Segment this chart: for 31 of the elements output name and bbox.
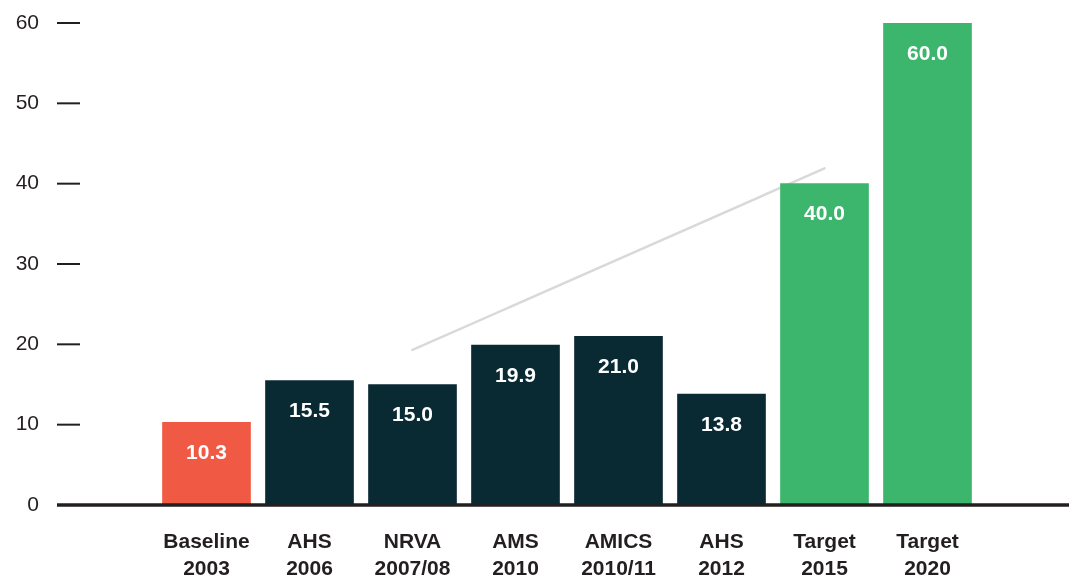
data-label: 19.9 bbox=[495, 362, 536, 386]
x-tick-label: AMS 2010 bbox=[492, 529, 539, 578]
x-tick-label: NRVA 2007/08 bbox=[374, 529, 451, 578]
y-tick-label: 60 bbox=[15, 9, 39, 33]
bar bbox=[368, 384, 457, 505]
y-tick-label: 50 bbox=[15, 90, 39, 114]
y-tick-label: 30 bbox=[15, 250, 39, 274]
y-tick-label: 40 bbox=[15, 170, 39, 194]
data-label: 15.0 bbox=[392, 402, 433, 426]
bar bbox=[780, 183, 869, 505]
y-tick-label: 20 bbox=[15, 331, 39, 355]
bar bbox=[574, 335, 663, 505]
x-tick-label: Target 2020 bbox=[896, 529, 959, 578]
bar bbox=[265, 380, 354, 505]
data-label: 13.8 bbox=[701, 411, 743, 435]
data-label: 15.5 bbox=[289, 398, 331, 422]
data-label: 60.0 bbox=[907, 40, 948, 64]
y-tick-label: 10 bbox=[15, 411, 39, 435]
x-tick-label: AMICS 2010/11 bbox=[581, 529, 657, 578]
x-tick-label: AHS 2006 bbox=[286, 529, 333, 578]
bar bbox=[471, 344, 560, 505]
y-tick-label: 0 bbox=[27, 491, 39, 515]
x-tick-label: Target 2015 bbox=[793, 529, 856, 578]
bar bbox=[883, 23, 972, 505]
x-tick-label: Baseline 2003 bbox=[163, 529, 250, 578]
x-tick-label: AHS 2012 bbox=[698, 529, 745, 578]
bar bbox=[162, 421, 251, 505]
data-label: 10.3 bbox=[186, 440, 227, 464]
data-label: 21.0 bbox=[598, 354, 639, 378]
data-label: 40.0 bbox=[804, 201, 845, 225]
bar bbox=[677, 393, 766, 505]
